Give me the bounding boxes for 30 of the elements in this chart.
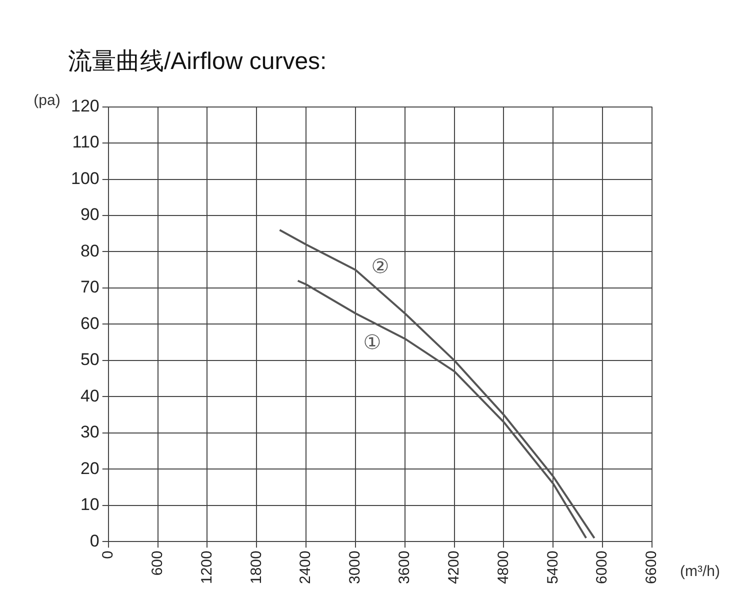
y-tick-label: 70: [80, 278, 100, 297]
x-tick-label: 5400: [544, 550, 562, 584]
x-tick-label: 6000: [594, 550, 611, 584]
y-tick-label: 20: [80, 458, 100, 478]
series-label: ①: [363, 330, 382, 354]
x-tick-label: 3600: [396, 550, 414, 584]
y-tick-label: 120: [70, 96, 100, 116]
x-tick-label: 3000: [346, 550, 364, 584]
x-axis-title: (m³/h): [680, 562, 720, 580]
y-tick-label: 110: [72, 132, 100, 152]
x-tick-label: 4200: [445, 550, 462, 584]
x-tick-label: 1800: [248, 550, 265, 584]
series-label: ②: [371, 254, 390, 278]
y-tick-label: 10: [80, 495, 100, 514]
y-axis-title: (pa): [34, 92, 60, 109]
chart-title: 流量曲线/Airflow curves:: [68, 48, 327, 76]
y-tick-label: 100: [70, 168, 100, 188]
y-tick-label: 60: [80, 314, 100, 333]
x-tick-label: 0: [100, 550, 117, 559]
x-tick-label: 600: [148, 550, 166, 576]
x-tick-label: 4800: [494, 550, 512, 584]
y-tick-label: 0: [90, 531, 100, 550]
y-tick-label: 80: [80, 241, 100, 260]
y-tick-label: 40: [80, 386, 100, 406]
y-tick-label: 50: [80, 350, 100, 370]
y-tick-label: 90: [80, 205, 100, 224]
x-tick-label: 6600: [643, 550, 660, 584]
x-tick-label: 2400: [297, 550, 314, 584]
x-tick-label: 1200: [198, 550, 216, 584]
y-tick-label: 30: [80, 422, 100, 442]
